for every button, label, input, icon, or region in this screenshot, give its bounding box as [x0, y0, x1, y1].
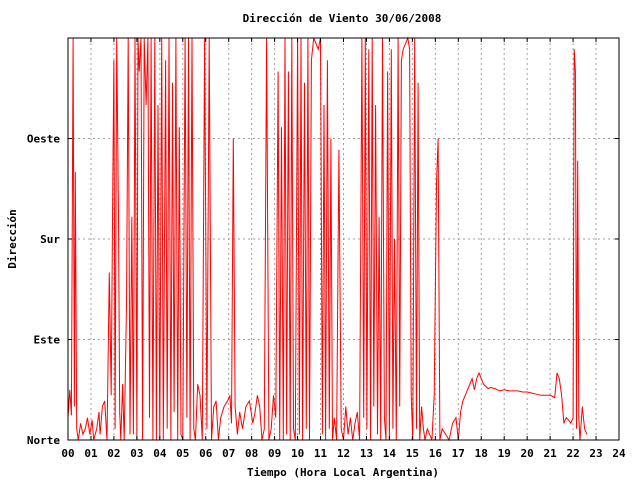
x-tick-label: 13 [360, 447, 373, 460]
x-tick-label: 12 [337, 447, 350, 460]
x-tick-label: 11 [314, 447, 328, 460]
x-tick-label: 09 [268, 447, 281, 460]
x-tick-label: 22 [566, 447, 579, 460]
y-tick-label: Oeste [27, 133, 60, 146]
x-tick-label: 24 [612, 447, 626, 460]
x-tick-label: 06 [199, 447, 213, 460]
x-tick-label: 19 [498, 447, 511, 460]
x-tick-label: 01 [84, 447, 98, 460]
x-tick-label: 08 [245, 447, 258, 460]
y-tick-label: Norte [27, 434, 60, 447]
x-tick-label: 23 [589, 447, 602, 460]
x-tick-label: 05 [176, 447, 189, 460]
y-tick-label: Sur [40, 233, 60, 246]
x-tick-label: 00 [61, 447, 74, 460]
x-tick-label: 04 [153, 447, 167, 460]
x-tick-label: 02 [107, 447, 120, 460]
x-tick-label: 20 [521, 447, 534, 460]
x-tick-label: 14 [383, 447, 397, 460]
x-tick-label: 21 [544, 447, 558, 460]
x-axis-label: Tiempo (Hora Local Argentina) [247, 466, 439, 479]
x-tick-label: 15 [406, 447, 419, 460]
y-axis-label: Dirección [6, 209, 19, 269]
x-tick-label: 17 [452, 447, 465, 460]
y-tick-label: Este [34, 334, 61, 347]
x-tick-label: 10 [291, 447, 304, 460]
x-tick-label: 03 [130, 447, 143, 460]
x-tick-label: 07 [222, 447, 235, 460]
x-tick-label: 18 [475, 447, 488, 460]
y-axis-ticks: Norte Este Sur Oeste [27, 133, 619, 447]
wind-direction-series-line [67, 36, 588, 442]
chart-title: Dirección de Viento 30/06/2008 [243, 12, 442, 25]
x-axis-ticks: 00 01 02 03 04 05 06 07 08 09 10 11 12 13 14 15 16 17 18 19… [61, 38, 626, 460]
x-tick-label: 16 [429, 447, 443, 460]
